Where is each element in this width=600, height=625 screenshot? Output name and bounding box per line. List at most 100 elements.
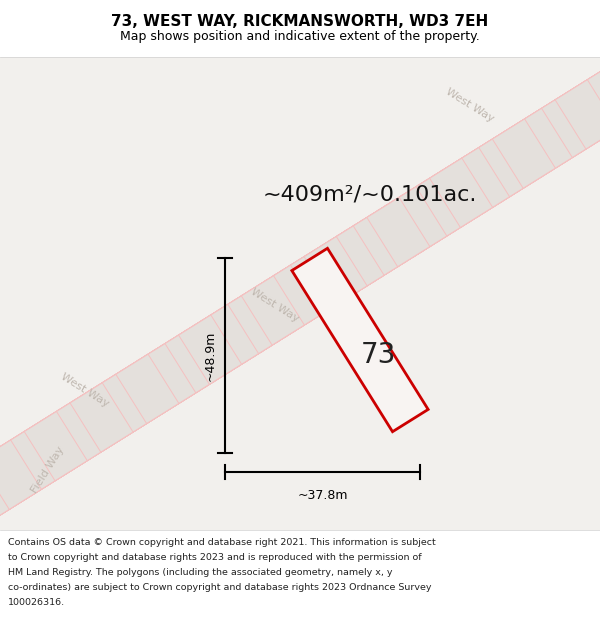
Polygon shape — [314, 230, 377, 299]
Polygon shape — [0, 462, 6, 532]
Polygon shape — [401, 176, 464, 246]
Text: Field Way: Field Way — [29, 445, 67, 495]
Polygon shape — [548, 84, 600, 153]
Polygon shape — [0, 455, 18, 524]
Polygon shape — [46, 398, 109, 467]
Polygon shape — [212, 294, 275, 363]
Polygon shape — [184, 312, 247, 381]
Polygon shape — [387, 184, 450, 254]
Polygon shape — [389, 184, 452, 253]
Polygon shape — [493, 119, 556, 188]
Text: West Way: West Way — [444, 86, 496, 124]
Polygon shape — [302, 238, 365, 307]
Polygon shape — [52, 394, 115, 464]
Polygon shape — [321, 226, 384, 295]
Polygon shape — [56, 391, 119, 461]
Polygon shape — [445, 149, 508, 218]
Polygon shape — [143, 338, 206, 407]
Polygon shape — [582, 62, 600, 132]
Polygon shape — [446, 148, 509, 217]
Polygon shape — [565, 73, 600, 142]
Polygon shape — [247, 272, 310, 342]
Polygon shape — [280, 251, 343, 321]
Polygon shape — [0, 466, 1, 535]
Polygon shape — [355, 205, 418, 274]
Polygon shape — [251, 269, 314, 339]
Polygon shape — [360, 202, 423, 271]
Polygon shape — [0, 440, 41, 509]
Text: 100026316.: 100026316. — [8, 598, 65, 607]
Polygon shape — [274, 256, 337, 325]
Polygon shape — [536, 91, 599, 161]
Polygon shape — [230, 283, 292, 352]
Polygon shape — [0, 431, 57, 500]
Text: ~37.8m: ~37.8m — [297, 489, 348, 502]
Polygon shape — [223, 288, 286, 357]
Polygon shape — [0, 459, 11, 529]
Polygon shape — [167, 322, 230, 392]
Polygon shape — [304, 237, 367, 306]
Text: to Crown copyright and database rights 2023 and is reproduced with the permissio: to Crown copyright and database rights 2… — [8, 553, 422, 562]
Polygon shape — [58, 390, 121, 459]
Polygon shape — [136, 341, 199, 411]
Text: West Way: West Way — [249, 286, 301, 324]
Polygon shape — [365, 198, 428, 268]
Polygon shape — [353, 206, 416, 275]
Polygon shape — [0, 441, 40, 511]
Polygon shape — [452, 144, 515, 214]
Polygon shape — [555, 80, 600, 149]
Polygon shape — [275, 254, 338, 324]
Polygon shape — [40, 402, 103, 471]
Polygon shape — [0, 458, 13, 528]
Polygon shape — [153, 331, 216, 400]
Polygon shape — [491, 120, 554, 189]
Polygon shape — [73, 381, 136, 450]
Polygon shape — [325, 224, 388, 293]
Polygon shape — [114, 355, 177, 424]
Polygon shape — [119, 352, 182, 421]
Polygon shape — [189, 309, 252, 378]
Polygon shape — [474, 131, 537, 200]
Polygon shape — [411, 170, 474, 239]
Polygon shape — [269, 259, 331, 328]
Text: ~48.9m: ~48.9m — [203, 330, 217, 381]
Polygon shape — [406, 173, 469, 242]
Polygon shape — [423, 162, 486, 232]
Polygon shape — [520, 102, 583, 171]
Polygon shape — [457, 141, 520, 211]
Polygon shape — [503, 112, 566, 182]
Polygon shape — [104, 362, 167, 431]
Text: HM Land Registry. The polygons (including the associated geometry, namely x, y: HM Land Registry. The polygons (includin… — [8, 568, 392, 577]
Polygon shape — [309, 233, 372, 302]
Polygon shape — [428, 159, 491, 229]
Polygon shape — [257, 266, 320, 336]
Polygon shape — [199, 302, 262, 372]
Polygon shape — [331, 219, 394, 289]
Polygon shape — [103, 362, 165, 432]
Polygon shape — [370, 195, 433, 264]
Polygon shape — [29, 408, 92, 478]
Polygon shape — [228, 284, 291, 354]
Polygon shape — [290, 245, 353, 314]
Polygon shape — [435, 155, 497, 224]
Polygon shape — [131, 344, 194, 414]
Polygon shape — [126, 348, 189, 418]
Polygon shape — [63, 387, 126, 456]
Polygon shape — [196, 304, 259, 374]
Polygon shape — [262, 263, 325, 332]
Polygon shape — [481, 126, 544, 196]
Text: Contains OS data © Crown copyright and database right 2021. This information is : Contains OS data © Crown copyright and d… — [8, 538, 436, 547]
Polygon shape — [479, 127, 542, 197]
Polygon shape — [418, 166, 481, 235]
Polygon shape — [85, 373, 148, 442]
Polygon shape — [0, 429, 58, 499]
Polygon shape — [433, 156, 496, 226]
Polygon shape — [216, 292, 279, 361]
Polygon shape — [263, 262, 326, 331]
Polygon shape — [532, 94, 595, 164]
Polygon shape — [599, 52, 600, 121]
Polygon shape — [416, 167, 479, 236]
Polygon shape — [259, 265, 322, 334]
Polygon shape — [508, 109, 571, 179]
Polygon shape — [148, 334, 211, 403]
